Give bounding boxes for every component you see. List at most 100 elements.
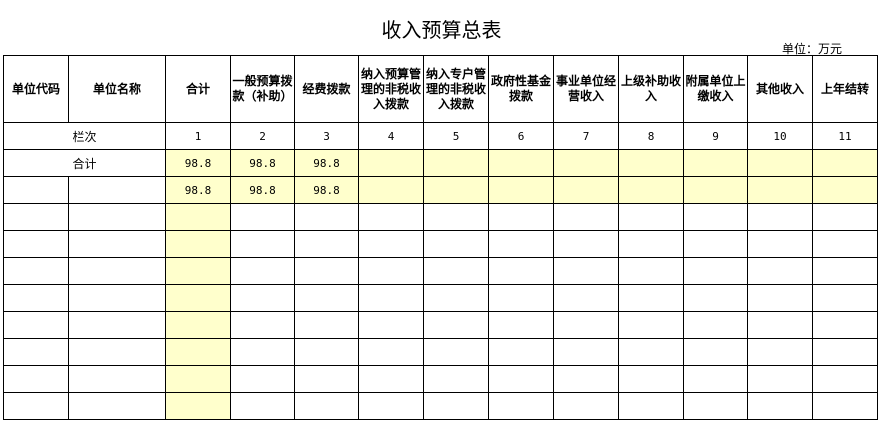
empty-cell[interactable] bbox=[618, 257, 684, 285]
empty-cell[interactable] bbox=[683, 338, 748, 366]
empty-cell[interactable] bbox=[358, 338, 424, 366]
empty-cell[interactable] bbox=[68, 203, 166, 231]
empty-cell[interactable] bbox=[230, 257, 295, 285]
empty-cell[interactable] bbox=[747, 284, 813, 312]
empty-cell[interactable] bbox=[683, 257, 748, 285]
empty-cell[interactable] bbox=[165, 257, 231, 285]
empty-cell[interactable] bbox=[3, 257, 69, 285]
empty-cell[interactable] bbox=[3, 311, 69, 339]
empty-cell[interactable] bbox=[230, 365, 295, 393]
empty-cell[interactable] bbox=[294, 311, 359, 339]
empty-cell[interactable] bbox=[230, 230, 295, 258]
value-cell[interactable]: 98.8 bbox=[165, 176, 231, 204]
value-cell[interactable] bbox=[488, 176, 554, 204]
empty-cell[interactable] bbox=[423, 365, 489, 393]
value-cell[interactable] bbox=[423, 176, 489, 204]
empty-cell[interactable] bbox=[488, 365, 554, 393]
empty-cell[interactable] bbox=[683, 203, 748, 231]
empty-cell[interactable] bbox=[553, 203, 619, 231]
empty-cell[interactable] bbox=[423, 257, 489, 285]
empty-cell[interactable] bbox=[358, 203, 424, 231]
empty-cell[interactable] bbox=[68, 230, 166, 258]
empty-cell[interactable] bbox=[358, 365, 424, 393]
empty-cell[interactable] bbox=[423, 203, 489, 231]
value-cell[interactable]: 98.8 bbox=[294, 176, 359, 204]
empty-cell[interactable] bbox=[553, 338, 619, 366]
empty-cell[interactable] bbox=[553, 257, 619, 285]
empty-cell[interactable] bbox=[423, 230, 489, 258]
empty-cell[interactable] bbox=[553, 311, 619, 339]
empty-cell[interactable] bbox=[68, 338, 166, 366]
empty-cell[interactable] bbox=[165, 284, 231, 312]
empty-cell[interactable] bbox=[683, 311, 748, 339]
empty-cell[interactable] bbox=[294, 338, 359, 366]
empty-cell[interactable] bbox=[618, 338, 684, 366]
empty-cell[interactable] bbox=[747, 203, 813, 231]
empty-cell[interactable] bbox=[747, 257, 813, 285]
empty-cell[interactable] bbox=[618, 392, 684, 420]
empty-cell[interactable] bbox=[165, 311, 231, 339]
value-cell[interactable] bbox=[553, 176, 619, 204]
empty-cell[interactable] bbox=[683, 230, 748, 258]
empty-cell[interactable] bbox=[618, 365, 684, 393]
empty-cell[interactable] bbox=[812, 311, 878, 339]
empty-cell[interactable] bbox=[68, 392, 166, 420]
empty-cell[interactable] bbox=[553, 230, 619, 258]
empty-cell[interactable] bbox=[165, 230, 231, 258]
empty-cell[interactable] bbox=[812, 230, 878, 258]
empty-cell[interactable] bbox=[618, 230, 684, 258]
value-cell[interactable] bbox=[618, 176, 684, 204]
empty-cell[interactable] bbox=[3, 284, 69, 312]
empty-cell[interactable] bbox=[294, 392, 359, 420]
empty-cell[interactable] bbox=[553, 365, 619, 393]
empty-cell[interactable] bbox=[230, 338, 295, 366]
empty-cell[interactable] bbox=[683, 392, 748, 420]
value-cell[interactable] bbox=[747, 176, 813, 204]
empty-cell[interactable] bbox=[358, 257, 424, 285]
empty-cell[interactable] bbox=[812, 284, 878, 312]
empty-cell[interactable] bbox=[68, 257, 166, 285]
empty-cell[interactable] bbox=[553, 392, 619, 420]
empty-cell[interactable] bbox=[358, 392, 424, 420]
empty-cell[interactable] bbox=[812, 392, 878, 420]
empty-cell[interactable] bbox=[683, 365, 748, 393]
empty-cell[interactable] bbox=[488, 230, 554, 258]
empty-cell[interactable] bbox=[683, 284, 748, 312]
empty-cell[interactable] bbox=[488, 338, 554, 366]
empty-cell[interactable] bbox=[812, 257, 878, 285]
empty-cell[interactable] bbox=[294, 203, 359, 231]
empty-cell[interactable] bbox=[488, 311, 554, 339]
empty-cell[interactable] bbox=[423, 284, 489, 312]
value-cell[interactable] bbox=[812, 176, 878, 204]
empty-cell[interactable] bbox=[230, 311, 295, 339]
empty-cell[interactable] bbox=[488, 392, 554, 420]
empty-cell[interactable] bbox=[488, 257, 554, 285]
empty-cell[interactable] bbox=[230, 392, 295, 420]
unit-code-cell[interactable] bbox=[3, 176, 69, 204]
empty-cell[interactable] bbox=[488, 284, 554, 312]
empty-cell[interactable] bbox=[3, 392, 69, 420]
empty-cell[interactable] bbox=[358, 230, 424, 258]
empty-cell[interactable] bbox=[294, 230, 359, 258]
empty-cell[interactable] bbox=[618, 284, 684, 312]
empty-cell[interactable] bbox=[812, 365, 878, 393]
empty-cell[interactable] bbox=[165, 365, 231, 393]
empty-cell[interactable] bbox=[812, 203, 878, 231]
empty-cell[interactable] bbox=[294, 284, 359, 312]
empty-cell[interactable] bbox=[165, 338, 231, 366]
empty-cell[interactable] bbox=[3, 203, 69, 231]
empty-cell[interactable] bbox=[358, 284, 424, 312]
empty-cell[interactable] bbox=[423, 311, 489, 339]
empty-cell[interactable] bbox=[488, 203, 554, 231]
unit-name-cell[interactable] bbox=[68, 176, 166, 204]
empty-cell[interactable] bbox=[294, 257, 359, 285]
empty-cell[interactable] bbox=[553, 284, 619, 312]
empty-cell[interactable] bbox=[423, 338, 489, 366]
empty-cell[interactable] bbox=[230, 203, 295, 231]
empty-cell[interactable] bbox=[358, 311, 424, 339]
value-cell[interactable] bbox=[683, 176, 748, 204]
empty-cell[interactable] bbox=[747, 392, 813, 420]
empty-cell[interactable] bbox=[747, 338, 813, 366]
empty-cell[interactable] bbox=[812, 338, 878, 366]
empty-cell[interactable] bbox=[747, 230, 813, 258]
